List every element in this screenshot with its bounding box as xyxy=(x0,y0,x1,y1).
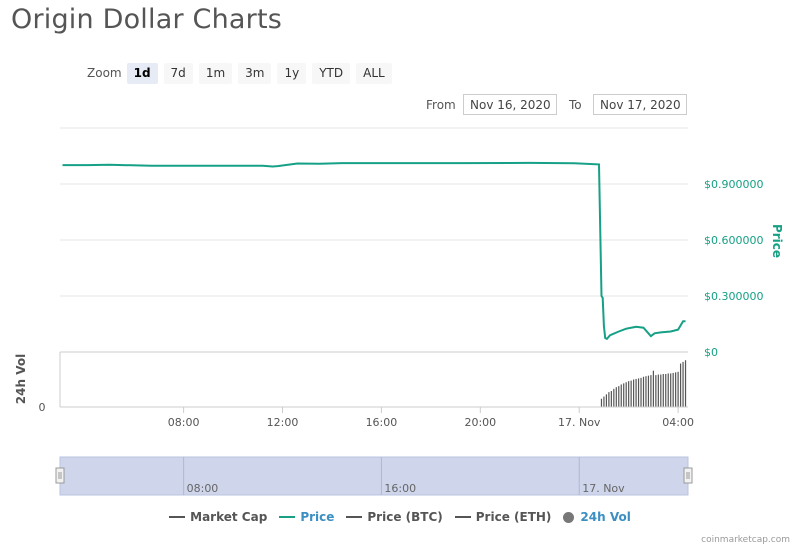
navigator-right-handle[interactable] xyxy=(683,467,693,484)
volume-bar xyxy=(630,380,632,407)
legend-price-eth-swatch xyxy=(454,516,471,518)
volume-bar xyxy=(665,374,667,407)
legend-price[interactable]: Price xyxy=(279,510,334,524)
zoom-label: Zoom xyxy=(87,66,122,80)
navigator-tick-label: 17. Nov xyxy=(582,482,625,495)
volume-bar xyxy=(640,377,642,407)
volume-bar xyxy=(628,381,630,407)
zoom-1y-button[interactable]: 1y xyxy=(277,62,307,84)
volume-bar xyxy=(642,376,645,407)
volume-bar xyxy=(650,375,652,407)
volume-bar xyxy=(647,375,650,407)
volume-bar xyxy=(637,378,640,407)
price-axis-title: Price xyxy=(770,224,784,258)
volume-bar xyxy=(655,375,657,407)
credit-text: coinmarketcap.com xyxy=(701,535,790,545)
legend-market-cap[interactable]: Market Cap xyxy=(169,510,267,524)
volume-bar xyxy=(677,371,679,407)
volume-bar xyxy=(635,378,637,407)
volume-bars xyxy=(600,360,687,407)
volume-bar xyxy=(682,361,684,407)
volume-bar xyxy=(667,373,669,407)
volume-bar xyxy=(652,370,654,407)
zoom-3m-button[interactable]: 3m xyxy=(238,62,272,84)
volume-bar xyxy=(645,376,647,407)
zoom-bar: Zoom 1d 7d 1m 3m 1y YTD ALL xyxy=(87,62,398,84)
volume-bar xyxy=(625,382,627,407)
legend-market-cap-label: Market Cap xyxy=(190,510,268,524)
x-axis: 08:00 12:00 16:00 20:00 17. Nov 04:00 xyxy=(60,406,694,429)
volume-tick-label: 0 xyxy=(39,401,46,414)
price-y-axis: $0 $0.300000 $0.600000 $0.900000 xyxy=(704,178,764,359)
volume-bar xyxy=(600,398,603,407)
volume-bar xyxy=(660,374,662,407)
volume-bar xyxy=(620,384,622,407)
volume-bar xyxy=(613,388,615,407)
zoom-all-button[interactable]: ALL xyxy=(356,62,392,84)
x-tick-label: 16:00 xyxy=(366,416,398,429)
volume-bar xyxy=(679,363,682,407)
from-date-input[interactable] xyxy=(463,94,557,115)
volume-bar xyxy=(670,373,672,407)
zoom-ytd-button[interactable]: YTD xyxy=(312,62,351,84)
x-tick-label: 20:00 xyxy=(464,416,496,429)
x-tick-label: 12:00 xyxy=(267,416,299,429)
volume-bar xyxy=(618,386,620,407)
legend-price-eth-label: Price (ETH) xyxy=(475,510,552,524)
x-tick-label: 04:00 xyxy=(662,416,694,429)
price-tick-label: $0 xyxy=(704,346,718,359)
legend-price-btc-label: Price (BTC) xyxy=(367,510,443,524)
navigator[interactable]: 08:00 16:00 17. Nov xyxy=(55,456,693,496)
price-tick-label: $0.900000 xyxy=(704,178,764,191)
page-title: Origin Dollar Charts xyxy=(11,4,282,35)
volume-bar xyxy=(610,391,612,407)
legend-24h-vol-label: 24h Vol xyxy=(580,510,631,524)
volume-bar xyxy=(603,396,605,407)
volume-bar xyxy=(672,372,674,407)
volume-y-axis: 24h Vol 0 xyxy=(14,352,61,414)
legend-market-cap-swatch xyxy=(169,516,186,518)
from-label: From xyxy=(426,98,456,112)
navigator-tick-label: 08:00 xyxy=(187,482,219,495)
legend-price-swatch xyxy=(279,516,296,518)
zoom-7d-button[interactable]: 7d xyxy=(163,62,193,84)
x-tick-label: 17. Nov xyxy=(558,416,601,429)
volume-bar xyxy=(615,387,617,407)
volume-bar xyxy=(662,374,664,407)
legend-price-btc[interactable]: Price (BTC) xyxy=(346,510,443,524)
to-label: To xyxy=(569,98,582,112)
volume-bar xyxy=(605,394,608,407)
price-chart: $0 $0.300000 $0.600000 $0.900000 Price 24h … xyxy=(14,127,784,496)
legend-24h-vol[interactable]: 24h Vol xyxy=(563,510,631,524)
zoom-1m-button[interactable]: 1m xyxy=(198,62,233,84)
legend-price-eth[interactable]: Price (ETH) xyxy=(454,510,552,524)
volume-bar xyxy=(623,383,625,407)
volume-axis-title: 24h Vol xyxy=(14,354,28,404)
legend-price-btc-swatch xyxy=(346,516,363,518)
navigator-tick-label: 16:00 xyxy=(384,482,416,495)
volume-bar xyxy=(684,360,687,407)
price-tick-label: $0.300000 xyxy=(704,290,764,303)
volume-bar xyxy=(657,374,659,407)
volume-bar xyxy=(608,392,610,407)
x-tick-label: 08:00 xyxy=(168,416,200,429)
volume-bar xyxy=(633,379,635,407)
legend: Market Cap Price Price (BTC) Price (ETH)… xyxy=(0,510,800,524)
navigator-left-handle[interactable] xyxy=(55,467,65,484)
legend-24h-vol-swatch xyxy=(563,511,575,523)
price-series-line xyxy=(62,161,686,341)
legend-price-label: Price xyxy=(300,510,335,524)
zoom-1d-button[interactable]: 1d xyxy=(126,62,158,84)
to-date-input[interactable] xyxy=(593,94,687,115)
price-tick-label: $0.600000 xyxy=(704,234,764,247)
navigator-window xyxy=(59,456,689,496)
volume-bar xyxy=(675,372,677,407)
grid-lines xyxy=(60,127,688,353)
